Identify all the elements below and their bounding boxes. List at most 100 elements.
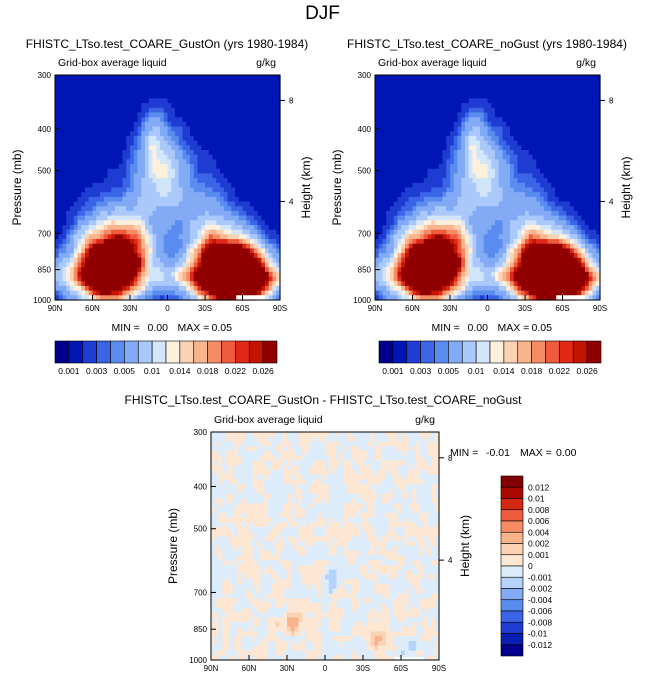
field-cell: [205, 107, 210, 114]
field-cell: [476, 154, 481, 160]
field-cell: [457, 117, 462, 123]
field-cell: [193, 267, 199, 273]
field-cell: [596, 107, 601, 114]
field-cell: [562, 107, 567, 114]
field-cell: [393, 182, 399, 189]
field-cell: [231, 267, 236, 273]
field-cell: [160, 164, 165, 170]
field-cell: [592, 196, 597, 203]
field-cell: [491, 182, 496, 189]
field-cell: [446, 117, 451, 123]
field-cell: [386, 225, 391, 231]
field-cell: [205, 98, 210, 104]
field-cell: [152, 140, 157, 146]
field-cell: [122, 75, 127, 81]
field-cell: [401, 140, 406, 146]
field-cell: [390, 98, 395, 104]
field-cell: [483, 159, 489, 165]
field-cell: [401, 89, 406, 95]
field-cell: [427, 187, 432, 193]
field-cell: [190, 140, 195, 146]
field-cell: [382, 229, 387, 235]
field-cell: [115, 262, 120, 268]
field-cell: [596, 84, 601, 90]
field-cell: [588, 215, 594, 221]
field-cell: [555, 131, 560, 137]
field-cell: [265, 276, 270, 282]
field-cell: [573, 107, 579, 114]
field-cell: [265, 117, 270, 123]
field-cell: [472, 98, 477, 104]
field-cell: [577, 201, 582, 207]
field-cell: [205, 121, 210, 128]
field-cell: [118, 206, 124, 212]
field-cell: [111, 187, 116, 193]
field-cell: [208, 239, 214, 245]
field-cell: [461, 75, 466, 81]
field-cell: [182, 196, 187, 203]
field-cell: [453, 159, 459, 165]
field-cell: [532, 145, 537, 151]
field-cell: [566, 126, 571, 132]
field-cell: [405, 131, 410, 137]
field-cell: [547, 112, 552, 118]
field-cell: [167, 257, 172, 264]
field-cell: [375, 117, 380, 123]
field-cell: [220, 206, 225, 212]
field-cell: [461, 196, 466, 203]
field-cell: [393, 229, 399, 235]
field-cell: [483, 210, 489, 217]
field-cell: [468, 103, 474, 109]
field-cell: [141, 295, 146, 301]
field-cell: [130, 126, 135, 132]
field-cell: [588, 210, 594, 217]
field-cell: [536, 159, 541, 165]
field-cell: [408, 154, 414, 160]
field-cell: [487, 112, 492, 118]
field-cell: [517, 164, 522, 170]
field-cell: [201, 182, 206, 189]
field-cell: [118, 150, 124, 156]
field-cell: [468, 75, 474, 81]
field-cell: [375, 84, 380, 90]
field-cell: [596, 135, 601, 142]
field-cell: [148, 159, 154, 165]
field-cell: [85, 103, 90, 109]
field-cell: [253, 112, 259, 118]
field-cell: [253, 145, 259, 151]
field-cell: [573, 93, 579, 100]
field-cell: [235, 135, 240, 142]
field-cell: [148, 178, 154, 184]
field-cell: [390, 140, 395, 146]
field-cell: [408, 201, 414, 207]
field-cell: [390, 196, 395, 203]
field-cell: [193, 229, 199, 235]
field-cell: [220, 276, 225, 282]
field-cell: [547, 89, 552, 95]
field-cell: [156, 192, 161, 198]
field-cell: [596, 178, 601, 184]
field-cell: [257, 215, 262, 221]
field-cell: [81, 154, 86, 160]
field-cell: [517, 112, 522, 118]
field-cell: [208, 215, 214, 221]
field-cell: [390, 154, 395, 160]
field-cell: [442, 159, 447, 165]
field-cell: [178, 107, 184, 114]
field-cell: [408, 79, 414, 85]
field-cell: [118, 121, 124, 128]
field-cell: [517, 192, 522, 198]
field-cell: [393, 178, 399, 184]
field-cell: [382, 234, 387, 240]
field-cell: [577, 103, 582, 109]
field-cell: [216, 121, 221, 128]
field-cell: [532, 229, 537, 235]
field-cell: [163, 215, 169, 221]
field-cell: [435, 145, 440, 151]
field-cell: [107, 117, 112, 123]
field-cell: [85, 178, 90, 184]
field-cell: [386, 126, 391, 132]
field-cell: [81, 79, 86, 85]
field-cell: [107, 192, 112, 198]
field-cell: [250, 243, 255, 250]
